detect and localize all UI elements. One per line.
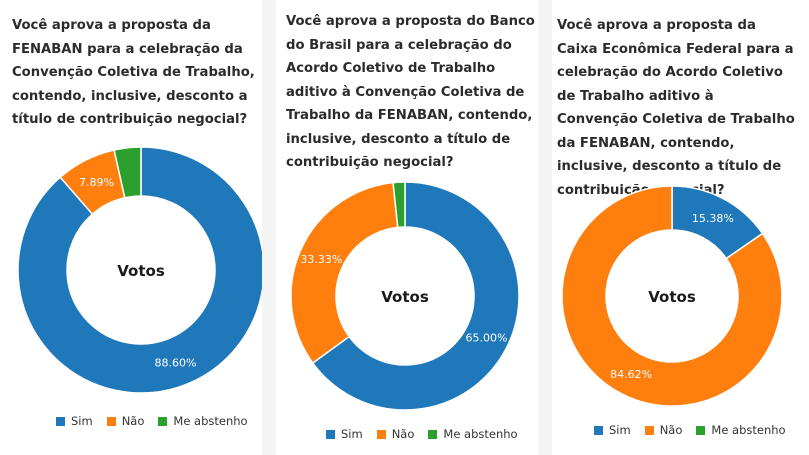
legend-item[interactable]: Sim	[326, 427, 363, 441]
donut-center-label: Votos	[381, 288, 429, 306]
slice-data-label: 7.89%	[79, 176, 114, 189]
legend-swatch	[106, 416, 116, 426]
legend-label: Sim	[341, 427, 363, 441]
legend-swatch	[56, 416, 65, 426]
slice-data-label: 88.60%	[155, 356, 197, 369]
slice-nao	[290, 181, 399, 365]
donut-center-label: Votos	[117, 262, 165, 280]
poll-panel-caixa: Você aprova a proposta da Caixa Econômic…	[552, 0, 809, 455]
legend-item[interactable]: Sim	[56, 414, 93, 428]
slice-data-label: 15.38%	[692, 212, 734, 225]
panel-separator	[538, 0, 552, 455]
question-text: Você aprova a proposta da Caixa Econômic…	[557, 18, 795, 198]
legend-label: Sim	[71, 414, 93, 428]
slice-nao	[561, 185, 783, 407]
question-text: Você aprova a proposta da FENABAN para a…	[12, 18, 255, 127]
donut-chart: 65.00% 33.33% Votos	[290, 181, 520, 411]
slice-abstenho	[392, 181, 406, 229]
poll-panel-fenaban: Você aprova a proposta da FENABAN para a…	[0, 0, 265, 455]
legend-item[interactable]: Não	[644, 423, 683, 437]
legend-item[interactable]: Me abstenho	[158, 414, 248, 428]
legend-swatch	[696, 425, 706, 435]
chart-legend: Sim Não Me abstenho	[56, 414, 248, 428]
legend-item[interactable]: Me abstenho	[428, 427, 518, 441]
legend-swatch	[376, 429, 386, 439]
slice-abstenho	[113, 146, 142, 199]
question-text: Você aprova a proposta do Banco do Brasi…	[286, 14, 535, 170]
legend-item[interactable]: Me abstenho	[696, 423, 786, 437]
legend-item[interactable]: Não	[376, 427, 415, 441]
donut-center-label: Votos	[648, 288, 696, 306]
slice-data-label: 33.33%	[300, 253, 342, 266]
legend-swatch	[594, 425, 603, 435]
legend-swatch	[158, 416, 168, 426]
donut-chart: 15.38% 84.62% Votos	[561, 185, 783, 407]
legend-swatch	[428, 429, 438, 439]
chart-legend: Sim Não Me abstenho	[594, 423, 786, 437]
legend-label: Não	[659, 423, 683, 437]
donut-chart: 88.60% 7.89% Votos	[17, 146, 265, 394]
panel-separator	[262, 0, 276, 455]
legend-swatch	[644, 425, 654, 435]
chart-legend: Sim Não Me abstenho	[326, 427, 518, 441]
slice-data-label: 65.00%	[466, 332, 508, 345]
legend-swatch	[326, 429, 335, 439]
slice-data-label: 84.62%	[610, 368, 652, 381]
legend-label: Sim	[609, 423, 631, 437]
slice-sim	[311, 181, 520, 411]
legend-label: Não	[121, 414, 145, 428]
legend-label: Não	[391, 427, 415, 441]
legend-item[interactable]: Não	[106, 414, 145, 428]
poll-panel-banco-do-brasil: Você aprova a proposta do Banco do Brasi…	[276, 0, 538, 455]
legend-label: Me abstenho	[443, 427, 518, 441]
legend-item[interactable]: Sim	[594, 423, 631, 437]
legend-label: Me abstenho	[173, 414, 248, 428]
legend-label: Me abstenho	[711, 423, 786, 437]
